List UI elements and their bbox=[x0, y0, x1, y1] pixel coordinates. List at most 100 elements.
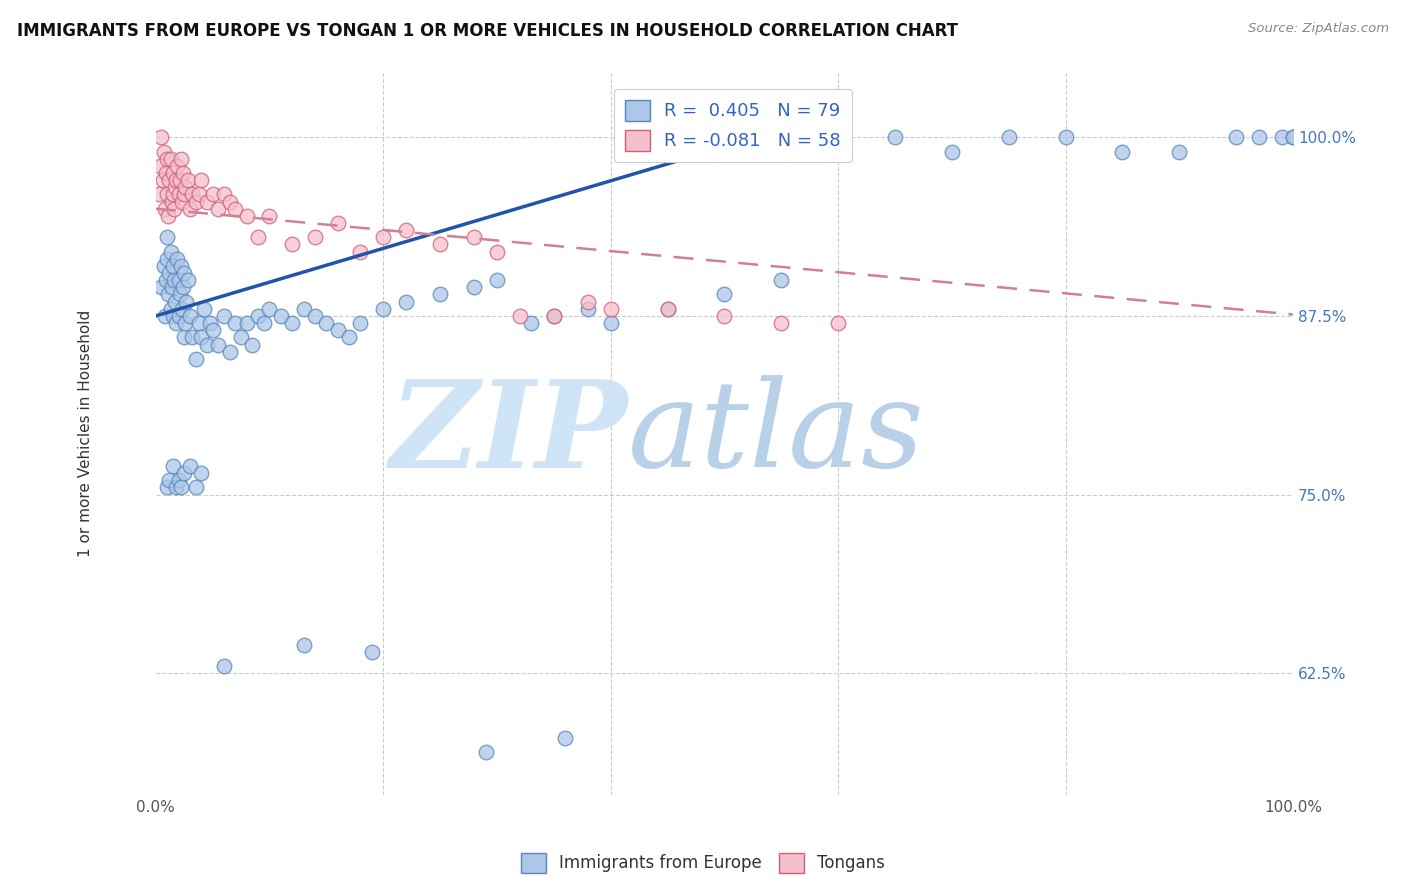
Point bbox=[169, 287, 191, 301]
Point bbox=[395, 294, 418, 309]
Point bbox=[315, 316, 337, 330]
Point bbox=[218, 194, 240, 209]
Y-axis label: 1 or more Vehicles in Household: 1 or more Vehicles in Household bbox=[79, 310, 93, 558]
Point bbox=[543, 309, 565, 323]
Point bbox=[188, 187, 211, 202]
Point bbox=[247, 309, 270, 323]
Point bbox=[159, 244, 181, 259]
Point bbox=[304, 309, 326, 323]
Point bbox=[160, 280, 183, 294]
Point bbox=[270, 309, 292, 323]
Point bbox=[195, 194, 218, 209]
Point bbox=[166, 252, 188, 266]
Point bbox=[173, 266, 195, 280]
Point bbox=[162, 309, 184, 323]
Point bbox=[167, 309, 190, 323]
Point bbox=[884, 130, 907, 145]
Point bbox=[170, 194, 193, 209]
Point bbox=[162, 259, 184, 273]
Point bbox=[599, 301, 621, 316]
Point bbox=[170, 480, 193, 494]
Point bbox=[190, 330, 212, 344]
Point bbox=[770, 316, 793, 330]
Point bbox=[160, 194, 183, 209]
Point bbox=[155, 273, 177, 287]
Point bbox=[360, 645, 382, 659]
Point bbox=[150, 130, 173, 145]
Point bbox=[326, 216, 349, 230]
Point bbox=[179, 458, 201, 473]
Point bbox=[292, 638, 315, 652]
Point bbox=[150, 280, 173, 294]
Point bbox=[170, 152, 193, 166]
Point bbox=[163, 202, 186, 216]
Point bbox=[156, 480, 179, 494]
Point bbox=[1271, 130, 1294, 145]
Point bbox=[463, 230, 485, 244]
Point bbox=[281, 316, 304, 330]
Point bbox=[162, 458, 184, 473]
Point bbox=[941, 145, 963, 159]
Point bbox=[157, 266, 180, 280]
Point bbox=[224, 316, 246, 330]
Point bbox=[212, 659, 235, 673]
Point bbox=[163, 273, 186, 287]
Point bbox=[179, 309, 201, 323]
Point bbox=[159, 152, 181, 166]
Point bbox=[162, 187, 184, 202]
Legend: Immigrants from Europe, Tongans: Immigrants from Europe, Tongans bbox=[515, 847, 891, 880]
Point bbox=[349, 316, 371, 330]
Point bbox=[156, 252, 179, 266]
Point bbox=[212, 309, 235, 323]
Point bbox=[184, 480, 207, 494]
Point bbox=[1225, 130, 1247, 145]
Point bbox=[153, 309, 176, 323]
Point bbox=[474, 745, 496, 759]
Point bbox=[463, 280, 485, 294]
Point bbox=[713, 287, 735, 301]
Point bbox=[152, 145, 174, 159]
Point bbox=[157, 209, 180, 223]
Point bbox=[174, 180, 197, 194]
Point bbox=[176, 294, 198, 309]
Point bbox=[169, 173, 191, 187]
Point bbox=[195, 337, 218, 351]
Point bbox=[576, 301, 599, 316]
Text: Source: ZipAtlas.com: Source: ZipAtlas.com bbox=[1249, 22, 1389, 36]
Point bbox=[292, 301, 315, 316]
Point bbox=[281, 237, 304, 252]
Point bbox=[167, 273, 190, 287]
Point bbox=[520, 316, 543, 330]
Point bbox=[176, 173, 198, 187]
Point bbox=[190, 466, 212, 480]
Point bbox=[554, 731, 576, 745]
Point bbox=[1168, 145, 1191, 159]
Point bbox=[172, 280, 194, 294]
Point bbox=[201, 323, 224, 337]
Point bbox=[304, 230, 326, 244]
Point bbox=[148, 187, 170, 202]
Point bbox=[200, 316, 222, 330]
Point bbox=[485, 273, 508, 287]
Point bbox=[165, 294, 187, 309]
Point bbox=[997, 130, 1019, 145]
Point bbox=[162, 166, 184, 180]
Point bbox=[207, 337, 229, 351]
Point bbox=[1282, 130, 1305, 145]
Point bbox=[174, 316, 197, 330]
Text: atlas: atlas bbox=[627, 376, 925, 492]
Point bbox=[235, 316, 257, 330]
Point bbox=[770, 273, 793, 287]
Point bbox=[1247, 130, 1270, 145]
Point bbox=[181, 187, 204, 202]
Point bbox=[827, 145, 849, 159]
Point bbox=[429, 237, 451, 252]
Point bbox=[165, 180, 187, 194]
Point bbox=[181, 330, 204, 344]
Point bbox=[218, 344, 240, 359]
Point bbox=[1111, 145, 1133, 159]
Point bbox=[173, 330, 195, 344]
Point bbox=[167, 187, 190, 202]
Point bbox=[657, 301, 679, 316]
Point bbox=[326, 323, 349, 337]
